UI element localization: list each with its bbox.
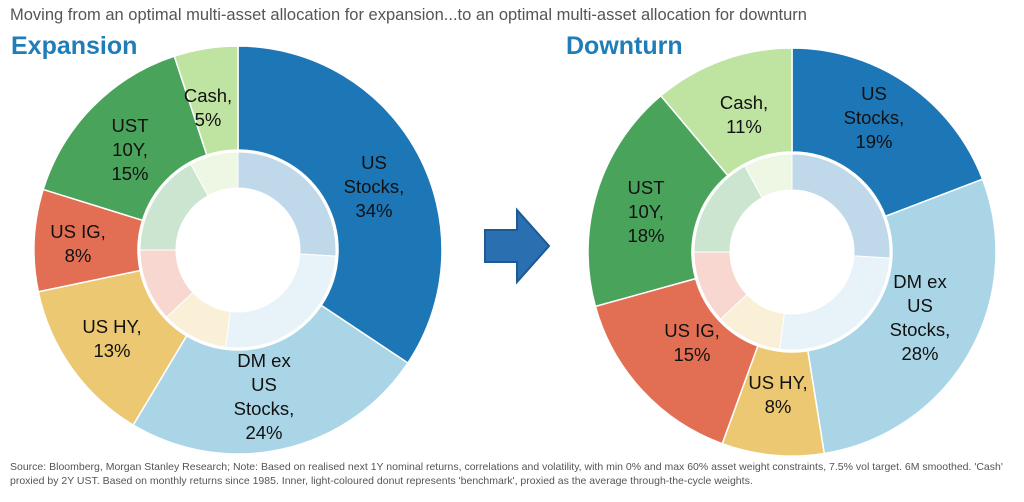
expansion-slice-dm-ex-us-stocks	[132, 304, 409, 455]
downturn-label-dm-ex-us-stocks: DM ex US Stocks, 28%	[890, 271, 951, 364]
expansion-benchmark-cash	[190, 151, 239, 197]
downturn-slice-cash	[659, 47, 793, 177]
expansion-label-us-ig: US IG, 8%	[50, 221, 106, 266]
downturn-donut-chart: US Stocks, 19% DM ex US Stocks, 28% US HY, 8% US …	[587, 47, 997, 457]
expansion-slice-cash	[173, 45, 239, 156]
expansion-slice-us-hy	[37, 269, 188, 427]
downturn-center-hole	[731, 191, 853, 313]
right-arrow-icon	[484, 207, 551, 285]
expansion-label-us-hy: US HY, 13%	[82, 316, 141, 361]
expansion-label-ust-10y: UST 10Y, 15%	[111, 115, 148, 184]
expansion-label-us-stocks: US Stocks, 34%	[344, 152, 405, 221]
figure-heading: Moving from an optimal multi-asset alloc…	[10, 6, 807, 24]
expansion-label-dm-ex-us-stocks: DM ex US Stocks, 24%	[234, 350, 295, 443]
expansion-slice-ust-10y	[42, 55, 208, 222]
expansion-donut-chart: US Stocks, 34% DM ex US Stocks, 24% US HY, 13% US…	[33, 45, 443, 455]
expansion-center-hole	[177, 189, 299, 311]
expansion-label-cash: Cash, 5%	[184, 85, 232, 130]
expansion-slice-us-stocks	[237, 45, 443, 365]
downturn-slice-dm-ex-us-stocks	[806, 178, 997, 455]
downturn-slice-us-stocks	[791, 47, 984, 218]
downturn-label-cash: Cash, 11%	[720, 92, 768, 137]
expansion-title: Expansion	[11, 32, 138, 60]
downturn-label-ust-10y: UST 10Y, 18%	[627, 177, 664, 246]
source-note: Source: Bloomberg, Morgan Stanley Resear…	[10, 461, 1003, 487]
downturn-benchmark-cash	[744, 153, 793, 199]
downturn-label-us-stocks: US Stocks, 19%	[844, 83, 905, 152]
downturn-label-us-ig: US IG, 15%	[664, 320, 720, 365]
downturn-slice-us-ig	[594, 277, 759, 445]
downturn-slice-ust-10y	[587, 94, 729, 308]
downturn-title: Downturn	[566, 32, 683, 60]
downturn-label-us-hy: US HY, 8%	[748, 372, 807, 417]
